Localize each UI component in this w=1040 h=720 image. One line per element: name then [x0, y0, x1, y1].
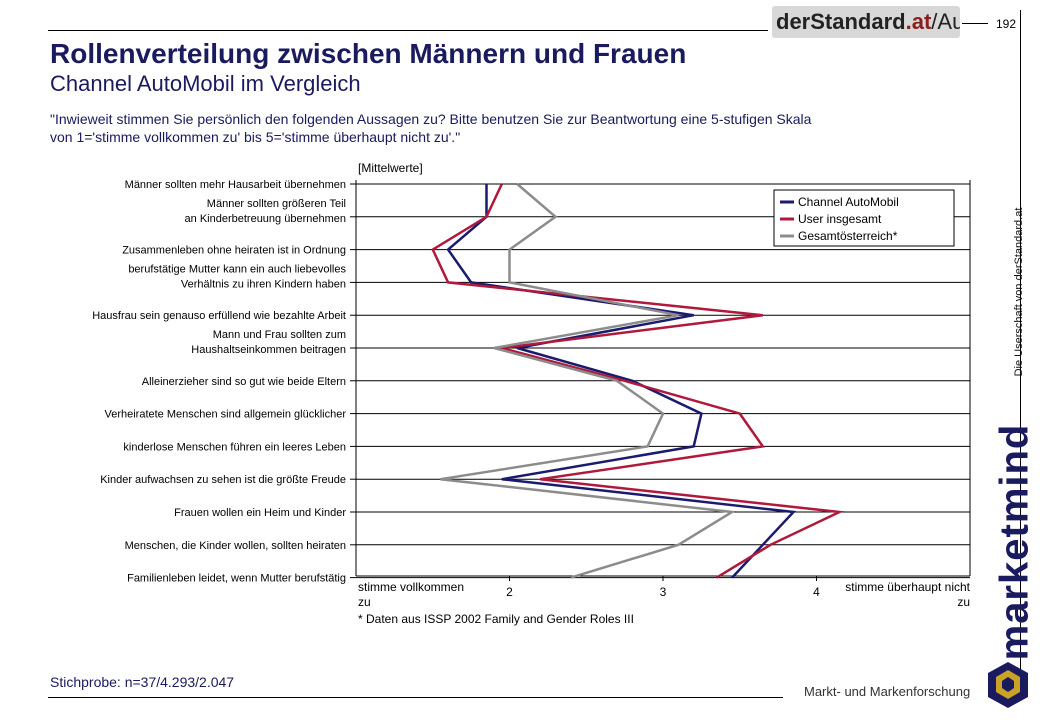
series-line-channel-automobil [446, 184, 797, 579]
page-number: 192 [996, 17, 1017, 31]
axis-title-mittelwerte: [Mittelwerte] [358, 161, 423, 175]
x-tick-label: 2 [506, 585, 513, 599]
category-label: Verhältnis zu ihren Kindern haben [181, 278, 346, 290]
page-title: Rollenverteilung zwischen Männern und Fr… [50, 38, 687, 69]
legend-box [773, 189, 955, 247]
question-text-line-1: "Inwieweit stimmen Sie persönlich den fo… [50, 111, 812, 127]
series-line-user-insgesamt [431, 183, 845, 579]
x-tick-label: 3 [660, 585, 667, 599]
marketmind-cube-icon [988, 662, 1028, 708]
legend-label: User insgesamt [798, 212, 882, 226]
category-label: Verheiratete Menschen sind allgemein glü… [104, 409, 346, 421]
category-label: Alleinerzieher sind so gut wie beide Elt… [142, 376, 346, 388]
category-label: Haushaltseinkommen beitragen [191, 344, 346, 356]
header-rule-right [962, 23, 988, 24]
legend-label: Gesamtösterreich* [798, 229, 898, 243]
footnote: * Daten aus ISSP 2002 Family and Gender … [358, 612, 634, 626]
category-label: Familienleben leidet, wenn Mutter berufs… [127, 573, 346, 585]
category-label: kinderlose Menschen führen ein leeres Le… [123, 441, 346, 453]
header-rule-left [48, 30, 768, 31]
category-label: Männer sollten größeren Teil [207, 198, 346, 210]
category-label: Hausfrau sein genauso erfüllend wie beza… [92, 310, 346, 322]
x-max-label-cont: zu [957, 595, 970, 609]
category-label: Zusammenleben ohne heiraten ist in Ordnu… [122, 245, 346, 257]
logo-text-1: derStandard [776, 9, 906, 34]
x-max-label: stimme überhaupt nicht [845, 580, 970, 594]
marketmind-tagline: Markt- und Markenforschung [804, 684, 971, 699]
page-subtitle: Channel AutoMobil im Vergleich [50, 71, 361, 96]
category-label: Kinder aufwachsen zu sehen ist die größt… [100, 474, 346, 486]
logo-text-2: .at [905, 9, 932, 34]
category-label: Männer sollten mehr Hausarbeit übernehme… [125, 179, 346, 191]
logo-text-3: /AutoMobil [931, 9, 960, 34]
category-label: Frauen wollen ein Heim und Kinder [174, 507, 346, 519]
category-label: Mann und Frau sollten zum [213, 329, 346, 341]
x-tick-label: 4 [813, 585, 820, 599]
series-line-gesamt-sterreich- [440, 183, 736, 579]
bottom-rule [48, 697, 783, 698]
right-border [1020, 10, 1021, 670]
sample-size-note: Stichprobe: n=37/4.293/2.047 [50, 674, 235, 690]
x-min-label: stimme vollkommen [358, 580, 464, 594]
category-label: berufstätige Mutter kann ein auch liebev… [128, 263, 346, 275]
category-label: Menschen, die Kinder wollen, sollten hei… [125, 540, 346, 552]
x-min-label-cont: zu [358, 595, 371, 609]
derstandard-logo: derStandard.at/AutoMobil [772, 6, 960, 38]
question-text-line-2: von 1='stimme vollkommen zu' bis 5='stim… [50, 129, 461, 145]
legend-label: Channel AutoMobil [798, 195, 899, 209]
category-label: an Kinderbetreuung übernehmen [185, 213, 346, 225]
